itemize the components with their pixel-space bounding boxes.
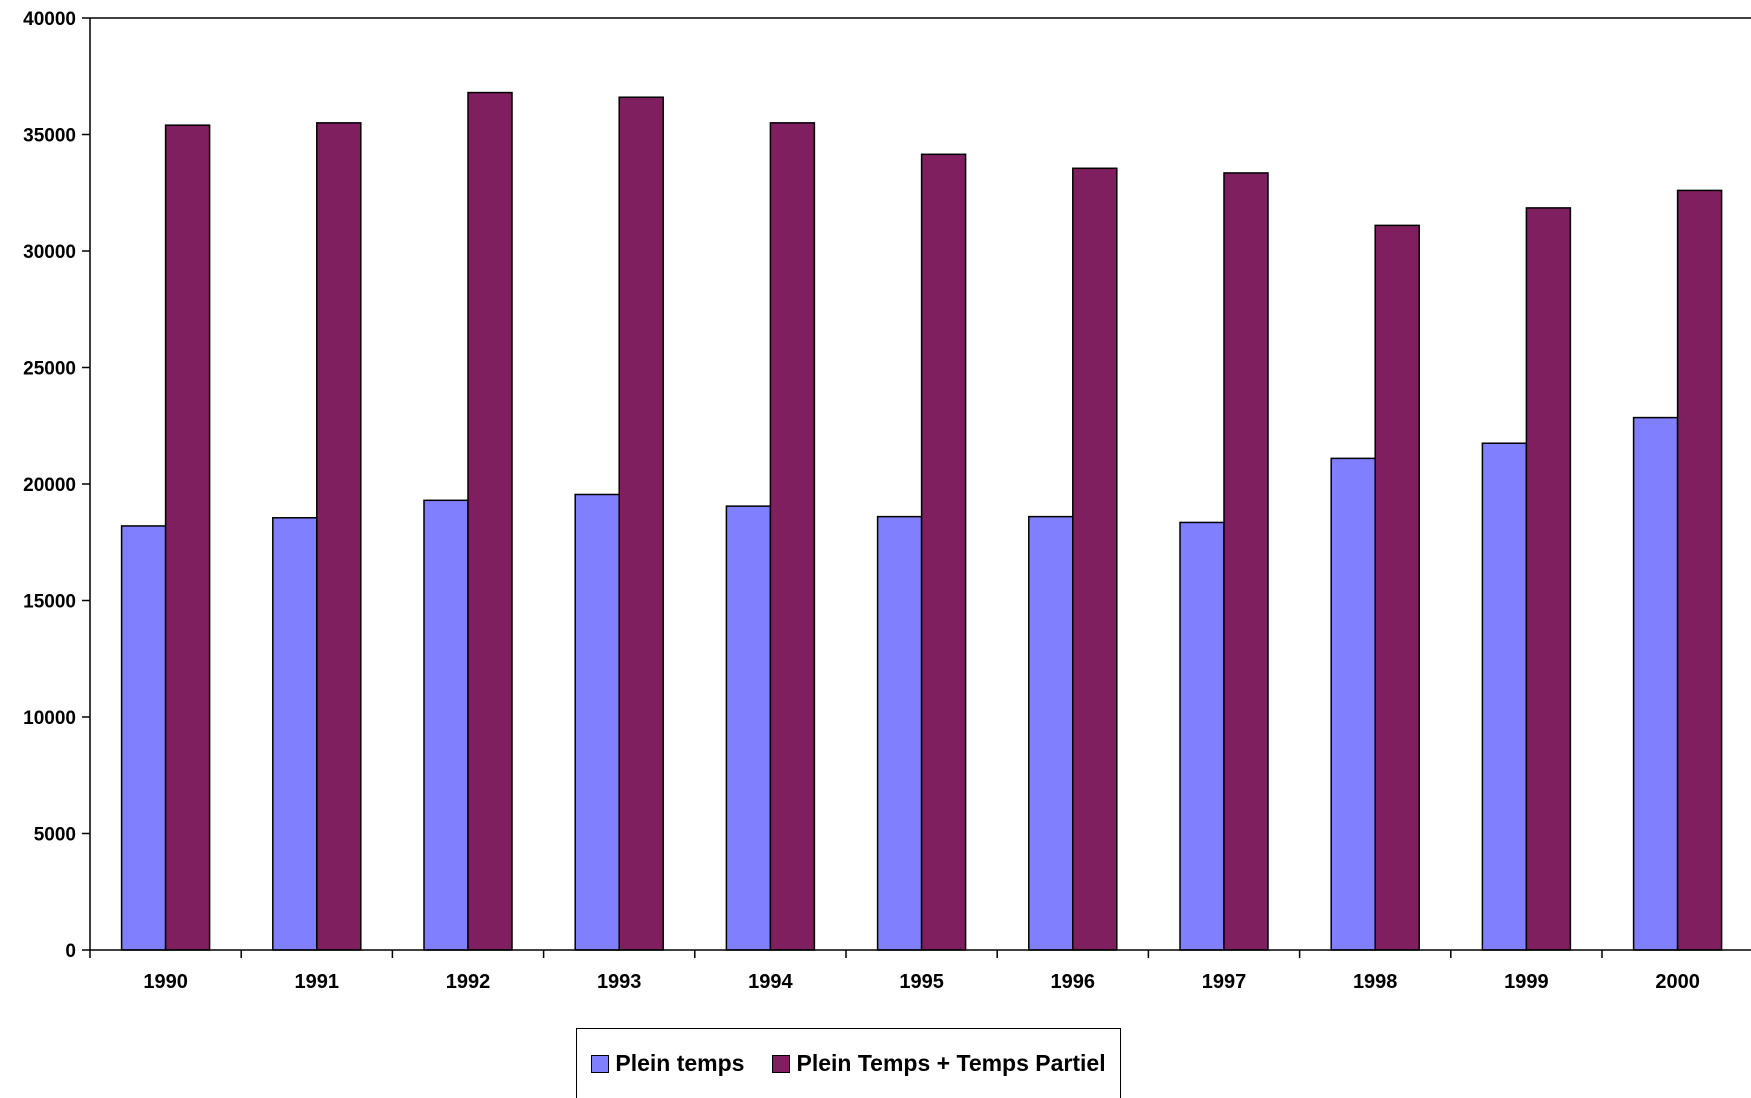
bar-plein-temps-1993 (574, 493, 620, 951)
y-tick-label-40000: 40000 (23, 9, 76, 30)
legend-swatch-plein-temps-partiel (772, 1054, 791, 1073)
bar-plein-temps-1998 (1330, 457, 1376, 951)
legend-label-plein-temps: Plein temps (615, 1050, 745, 1076)
x-tick-label-1993: 1993 (597, 971, 642, 993)
legend-item-plein-temps-partiel: Plein Temps + Temps Partiel (772, 1050, 1106, 1077)
x-tick-label-1999: 1999 (1504, 971, 1549, 993)
bar-plein-temps-1997 (1179, 521, 1225, 951)
y-tick-label-0: 0 (65, 941, 76, 962)
plot-area: 0 5000 10000 15000 20000 25000 30000 35000 40000… (23, 9, 1751, 993)
y-tick-label-5000: 5000 (34, 825, 76, 846)
x-tick-label-1991: 1991 (295, 971, 340, 993)
bar-plein-temps-partiel-1993 (618, 96, 664, 951)
y-tick-label-10000: 10000 (23, 708, 76, 729)
y-tick-label-15000: 15000 (23, 592, 76, 613)
legend-item-plein-temps: Plein temps (591, 1050, 744, 1077)
x-tick-label-1994: 1994 (748, 971, 793, 993)
bar-plein-temps-1999 (1481, 442, 1528, 951)
x-tick-label-2000: 2000 (1655, 971, 1700, 993)
x-tick-label-1995: 1995 (899, 971, 944, 993)
bar-plein-temps-1990 (120, 525, 167, 951)
bar-plein-temps-1991 (272, 517, 318, 951)
bar-plein-temps-partiel-2000 (1676, 189, 1723, 951)
bar-plein-temps-partiel-1999 (1525, 207, 1572, 951)
x-tick-label-1996: 1996 (1051, 971, 1096, 993)
x-tick-label-1998: 1998 (1353, 971, 1398, 993)
bar-plein-temps-partiel-1996 (1072, 167, 1118, 951)
y-tick-label-30000: 30000 (23, 242, 76, 263)
bar-plein-temps-partiel-1991 (316, 122, 362, 951)
legend: Plein temps Plein Temps + Temps Partiel (576, 1028, 1121, 1098)
bar-plein-temps-partiel-1992 (467, 91, 513, 951)
x-tick-label-1992: 1992 (446, 971, 491, 993)
bar-plein-temps-1995 (876, 515, 923, 951)
bar-plein-temps-1996 (1028, 515, 1074, 951)
bar-plein-temps-partiel-1997 (1223, 172, 1269, 951)
bar-plein-temps-partiel-1994 (769, 122, 816, 951)
legend-swatch-plein-temps (591, 1054, 610, 1073)
x-tick-label-1990: 1990 (143, 971, 188, 993)
bar-plein-temps-1992 (423, 499, 469, 951)
bar-plein-temps-1994 (725, 505, 772, 951)
bar-plein-temps-partiel-1995 (920, 153, 967, 951)
legend-label-plein-temps-partiel: Plein Temps + Temps Partiel (796, 1050, 1106, 1076)
bar-plein-temps-2000 (1632, 416, 1679, 951)
bar-plein-temps-partiel-1998 (1374, 224, 1420, 951)
x-tick-label-1997: 1997 (1202, 971, 1247, 993)
bar-plein-temps-partiel-1990 (164, 124, 211, 951)
y-tick-label-20000: 20000 (23, 475, 76, 496)
y-tick-label-35000: 35000 (23, 126, 76, 147)
y-tick-label-25000: 25000 (23, 359, 76, 380)
